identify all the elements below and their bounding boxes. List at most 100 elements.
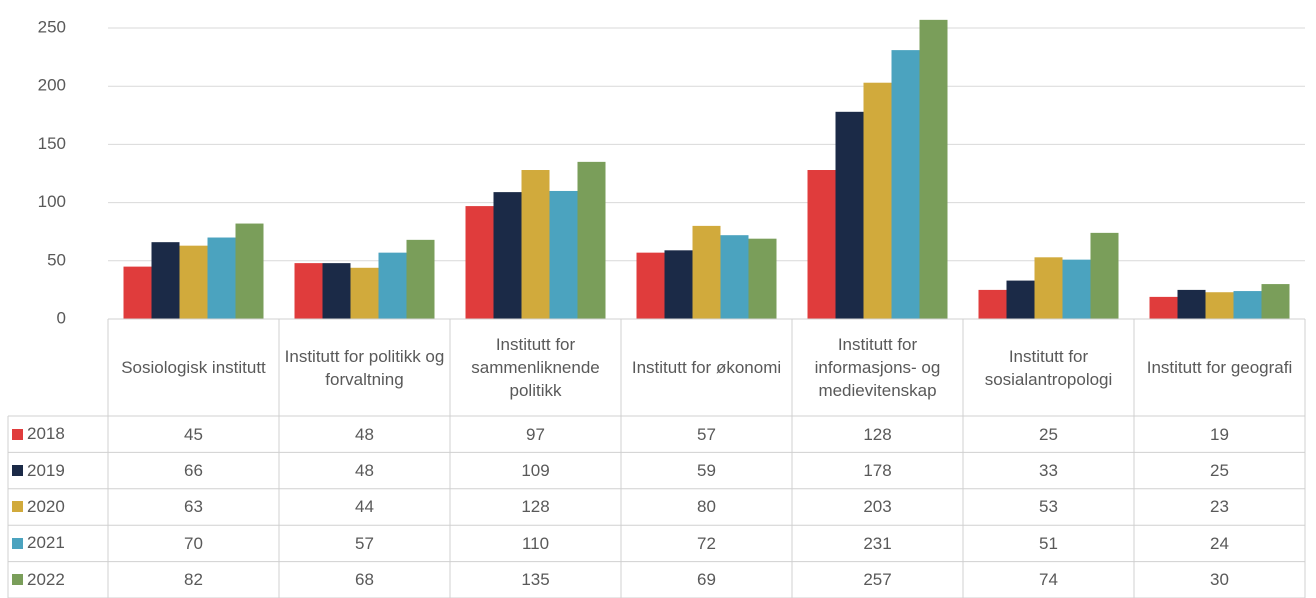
legend-entry: 2020 — [12, 489, 65, 525]
bar — [1006, 280, 1035, 319]
bar — [664, 250, 693, 319]
table-value: 44 — [355, 497, 374, 517]
bar — [835, 111, 864, 319]
table-value: 57 — [697, 424, 716, 444]
table-value: 97 — [526, 424, 545, 444]
x-tick-label: Institutt for økonomi — [631, 358, 782, 377]
x-tick-label: Sosiologisk institutt — [121, 358, 266, 377]
x-tick-label: Institutt for sosialantropologi — [984, 346, 1113, 389]
bar — [1149, 296, 1178, 319]
legend-swatch — [12, 537, 23, 549]
bar — [978, 289, 1007, 319]
bar — [179, 245, 208, 319]
table-value: 109 — [521, 461, 550, 481]
bar — [235, 223, 264, 319]
legend-entry: 2018 — [12, 416, 65, 452]
legend-label: 2020 — [27, 496, 65, 516]
bar — [1233, 291, 1262, 319]
table-value: 25 — [1210, 461, 1229, 481]
legend-entry: 2021 — [12, 525, 65, 561]
y-tick-label: 50 — [47, 250, 66, 269]
bar — [465, 206, 494, 319]
legend-label: 2019 — [27, 460, 65, 480]
bar — [1261, 284, 1290, 319]
bar — [891, 50, 920, 320]
table-value: 135 — [521, 570, 550, 590]
y-tick-label: 150 — [38, 134, 66, 153]
table-value: 178 — [863, 461, 892, 481]
table-value: 80 — [697, 497, 716, 517]
legend-swatch — [12, 465, 23, 477]
bar — [1090, 232, 1119, 319]
bar — [1205, 292, 1234, 319]
legend-swatch — [12, 428, 23, 440]
table-value: 19 — [1210, 424, 1229, 444]
table-value: 110 — [521, 533, 550, 553]
y-tick-label: 200 — [38, 76, 66, 95]
bar — [322, 263, 351, 319]
table-value: 70 — [184, 533, 203, 553]
bar — [151, 242, 180, 319]
bar — [294, 263, 323, 319]
bar — [1062, 259, 1091, 319]
bar — [748, 238, 777, 319]
legend-label: 2021 — [27, 533, 65, 553]
bar — [493, 192, 522, 319]
table-value: 128 — [521, 497, 550, 517]
bar — [720, 235, 749, 319]
x-tick-label: Institutt for geografi — [1146, 358, 1293, 377]
table-value: 30 — [1210, 570, 1229, 590]
table-value: 231 — [863, 533, 892, 553]
table-value: 53 — [1039, 497, 1058, 517]
table-value: 74 — [1039, 570, 1058, 590]
bar — [350, 267, 379, 319]
table-value: 25 — [1039, 424, 1058, 444]
legend-entry: 2022 — [12, 562, 65, 598]
bar — [1034, 257, 1063, 319]
x-tick-label: Institutt for sammenliknende politikk — [471, 335, 600, 400]
table-value: 66 — [184, 461, 203, 481]
table-value: 51 — [1039, 533, 1058, 553]
y-tick-label: 250 — [38, 17, 66, 36]
table-value: 24 — [1210, 533, 1229, 553]
table-value: 57 — [355, 533, 374, 553]
bar — [863, 82, 892, 319]
legend-label: 2018 — [27, 424, 65, 444]
y-tick-label: 100 — [38, 192, 66, 211]
bar — [123, 266, 152, 319]
table-value: 82 — [184, 570, 203, 590]
bar — [636, 252, 665, 319]
table-value: 63 — [184, 497, 203, 517]
table-value: 128 — [863, 424, 892, 444]
table-value: 45 — [184, 424, 203, 444]
x-tick-label: Institutt for informasjons- og medievite… — [814, 335, 941, 400]
table-value: 48 — [355, 424, 374, 444]
bar — [577, 161, 606, 319]
bar — [406, 239, 435, 319]
table-value: 23 — [1210, 497, 1229, 517]
x-tick-label: Institutt for politikk og forvaltning — [284, 346, 445, 389]
legend-entry: 2019 — [12, 452, 65, 488]
bar — [807, 170, 836, 319]
table-value: 59 — [697, 461, 716, 481]
table-value: 257 — [863, 570, 892, 590]
table-value: 72 — [697, 533, 716, 553]
bar — [1177, 289, 1206, 319]
table-value: 203 — [863, 497, 892, 517]
bar — [692, 225, 721, 319]
bar — [378, 252, 407, 319]
bar — [549, 190, 578, 319]
bar — [919, 19, 948, 320]
table-value: 69 — [697, 570, 716, 590]
bar — [521, 170, 550, 319]
bar — [207, 237, 236, 319]
table-value: 33 — [1039, 461, 1058, 481]
legend-label: 2022 — [27, 569, 65, 589]
table-value: 48 — [355, 461, 374, 481]
legend-swatch — [12, 501, 23, 513]
y-tick-label: 0 — [57, 308, 66, 327]
table-value: 68 — [355, 570, 374, 590]
legend-swatch — [12, 574, 23, 586]
